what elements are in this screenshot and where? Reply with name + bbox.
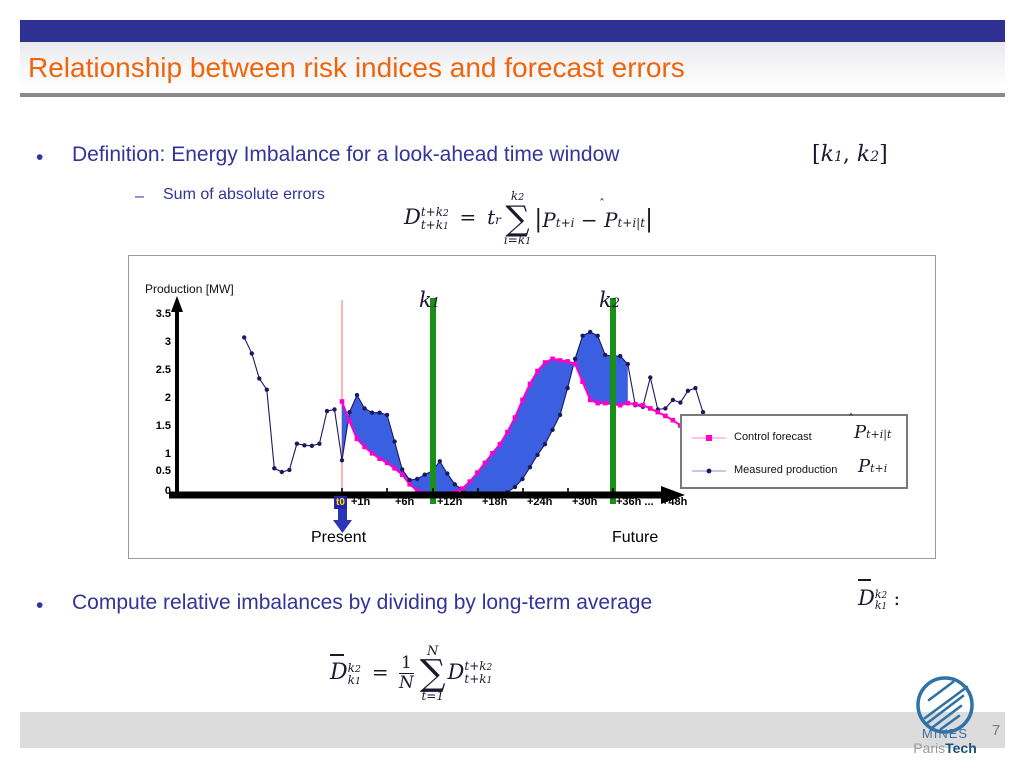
logo-text-paris: Paris bbox=[913, 740, 946, 756]
title-divider bbox=[20, 93, 1005, 97]
bullet-text-1: Definition: Energy Imbalance for a look-… bbox=[72, 143, 620, 166]
x-tick-18h: +18h bbox=[482, 496, 508, 508]
bullet-1-inline-math: [k1, k2] bbox=[812, 142, 888, 167]
production-forecast-chart: Production [MW] 3.5 3 2.5 2 1.5 1 0.5 0 bbox=[128, 255, 936, 559]
y-tick-3-5: 3.5 bbox=[155, 308, 171, 320]
present-label: Present bbox=[311, 529, 367, 546]
x-axis-ticks bbox=[341, 488, 614, 494]
logo-text-paristech: ParisTech bbox=[895, 740, 995, 756]
y-tick-0-5: 0.5 bbox=[155, 465, 171, 477]
chart-plot-area bbox=[169, 296, 706, 533]
sub-bullet-marker-1: – bbox=[135, 188, 144, 205]
x-axis-arrow bbox=[661, 486, 685, 504]
legend-swatch-control-forecast bbox=[692, 435, 726, 441]
present-arrow bbox=[333, 508, 352, 533]
logo-text-mines: MINES bbox=[921, 726, 969, 741]
title-background bbox=[20, 42, 1005, 90]
page-title: Relationship between risk indices and fo… bbox=[28, 52, 685, 83]
formula-long-term-average: D k2 k1 = 1 N N ∑ t=1 D t+k2 t+k1 bbox=[330, 644, 493, 703]
legend-label-control-forecast: Control forecast bbox=[734, 431, 812, 443]
future-label: Future bbox=[612, 529, 659, 546]
page-number: 7 bbox=[991, 722, 1001, 739]
x-tick-1h: +1h bbox=[351, 496, 371, 508]
x-tick-30h: +30h bbox=[572, 496, 598, 508]
y-tick-0: 0 bbox=[164, 485, 171, 497]
y-axis-arrow bbox=[171, 296, 183, 312]
legend-math-measured-production: Pt+i bbox=[858, 456, 888, 477]
bullet-marker-2: • bbox=[36, 594, 44, 617]
x-tick-48h: +48h bbox=[662, 496, 688, 508]
k1-label: k1 bbox=[419, 288, 441, 312]
x-tick-36h: +36h ... bbox=[616, 496, 654, 508]
y-tick-2: 2 bbox=[164, 392, 171, 404]
chart-legend: Control forecast P̂t+i|t Measured produc… bbox=[680, 414, 908, 489]
footer-bar bbox=[20, 712, 1005, 748]
y-tick-1-5: 1.5 bbox=[155, 420, 171, 432]
y-tick-1: 1 bbox=[164, 448, 171, 460]
k2-label: k2 bbox=[599, 288, 621, 312]
bullet-2-inline-math: D k2 k1 : bbox=[858, 579, 900, 612]
formula-energy-imbalance: D t+k2 t+k1 = tr k2 ∑ i=k1 |Pt+i − P̂t+i… bbox=[404, 189, 654, 247]
sub-bullet-text-1: Sum of absolute errors bbox=[163, 186, 325, 203]
legend-math-control-forecast: P̂t+i|t bbox=[854, 422, 892, 443]
x-tick-t0: t0 bbox=[334, 496, 347, 509]
bullet-text-2: Compute relative imbalances by dividing … bbox=[72, 591, 653, 614]
x-tick-12h: +12h bbox=[437, 496, 463, 508]
header-accent-bar bbox=[20, 20, 1005, 42]
chart-y-axis-label: Production [MW] bbox=[145, 282, 234, 296]
y-tick-3: 3 bbox=[164, 336, 171, 348]
logo-text-tech: Tech bbox=[945, 740, 977, 756]
x-tick-24h: +24h bbox=[527, 496, 553, 508]
y-tick-2-5: 2.5 bbox=[155, 364, 171, 376]
x-tick-6h: +6h bbox=[395, 496, 415, 508]
mines-paristech-logo bbox=[916, 676, 974, 734]
legend-swatch-measured-production bbox=[692, 468, 726, 474]
legend-label-measured-production: Measured production bbox=[734, 464, 838, 476]
bullet-marker-1: • bbox=[36, 146, 44, 169]
